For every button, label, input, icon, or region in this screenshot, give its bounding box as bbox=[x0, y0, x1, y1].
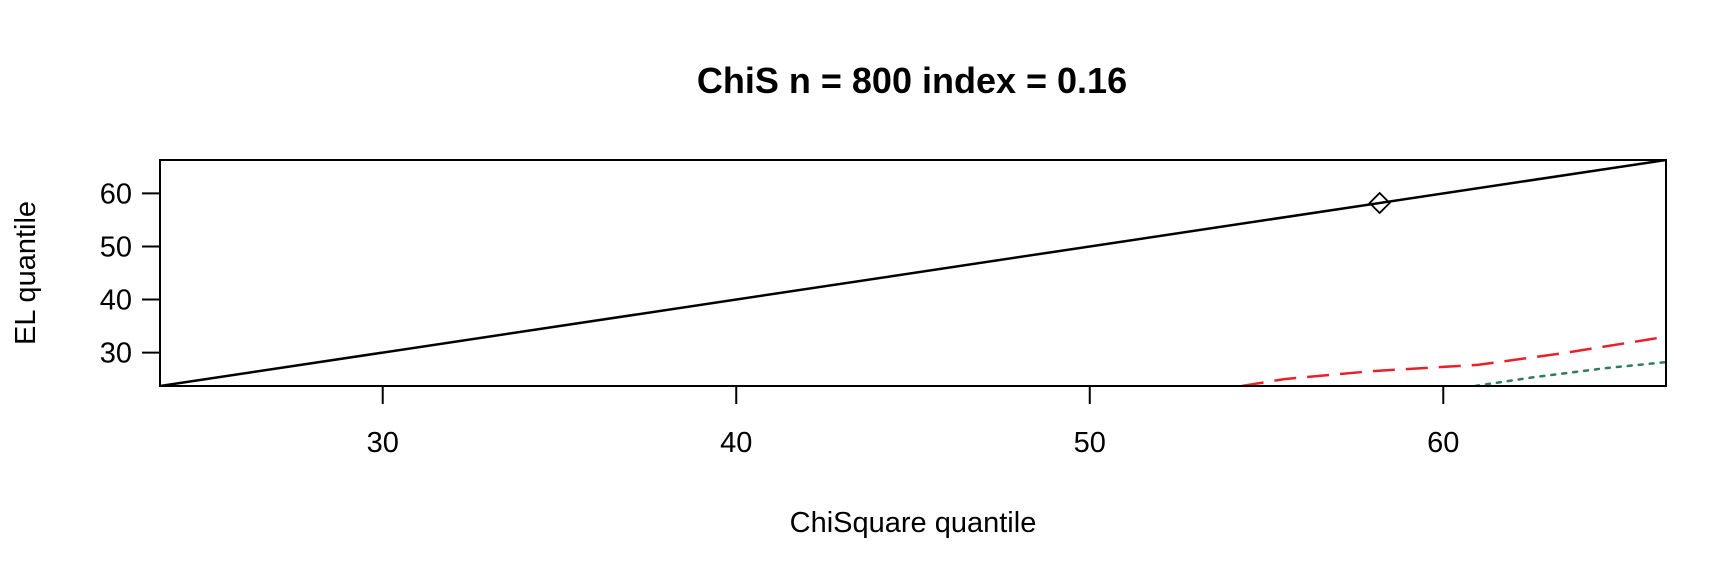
y-tick-label-30: 30 bbox=[100, 338, 132, 370]
y-axis: 30 40 50 60 bbox=[100, 178, 160, 370]
series-line-dashed-1 bbox=[1241, 335, 1666, 386]
x-tick-label-60: 60 bbox=[1427, 427, 1459, 459]
x-tick-label-40: 40 bbox=[720, 427, 752, 459]
x-axis-label: ChiSquare quantile bbox=[790, 507, 1037, 539]
x-axis: 30 40 50 60 bbox=[367, 386, 1459, 459]
plot-area bbox=[160, 160, 1666, 386]
y-tick-label-60: 60 bbox=[100, 178, 132, 210]
diamond-marker-0 bbox=[1368, 191, 1391, 215]
y-tick-label-40: 40 bbox=[100, 285, 132, 317]
plot-frame bbox=[159, 159, 1667, 387]
y-axis-label: EL quantile bbox=[10, 201, 42, 345]
series-line-dotted-2 bbox=[1473, 360, 1666, 386]
series-line-solid-0 bbox=[160, 160, 1666, 386]
y-tick-label-50: 50 bbox=[100, 231, 132, 263]
x-tick-label-50: 50 bbox=[1074, 427, 1106, 459]
x-tick-label-30: 30 bbox=[367, 427, 399, 459]
chart-title: ChiS n = 800 index = 0.16 bbox=[697, 60, 1127, 101]
